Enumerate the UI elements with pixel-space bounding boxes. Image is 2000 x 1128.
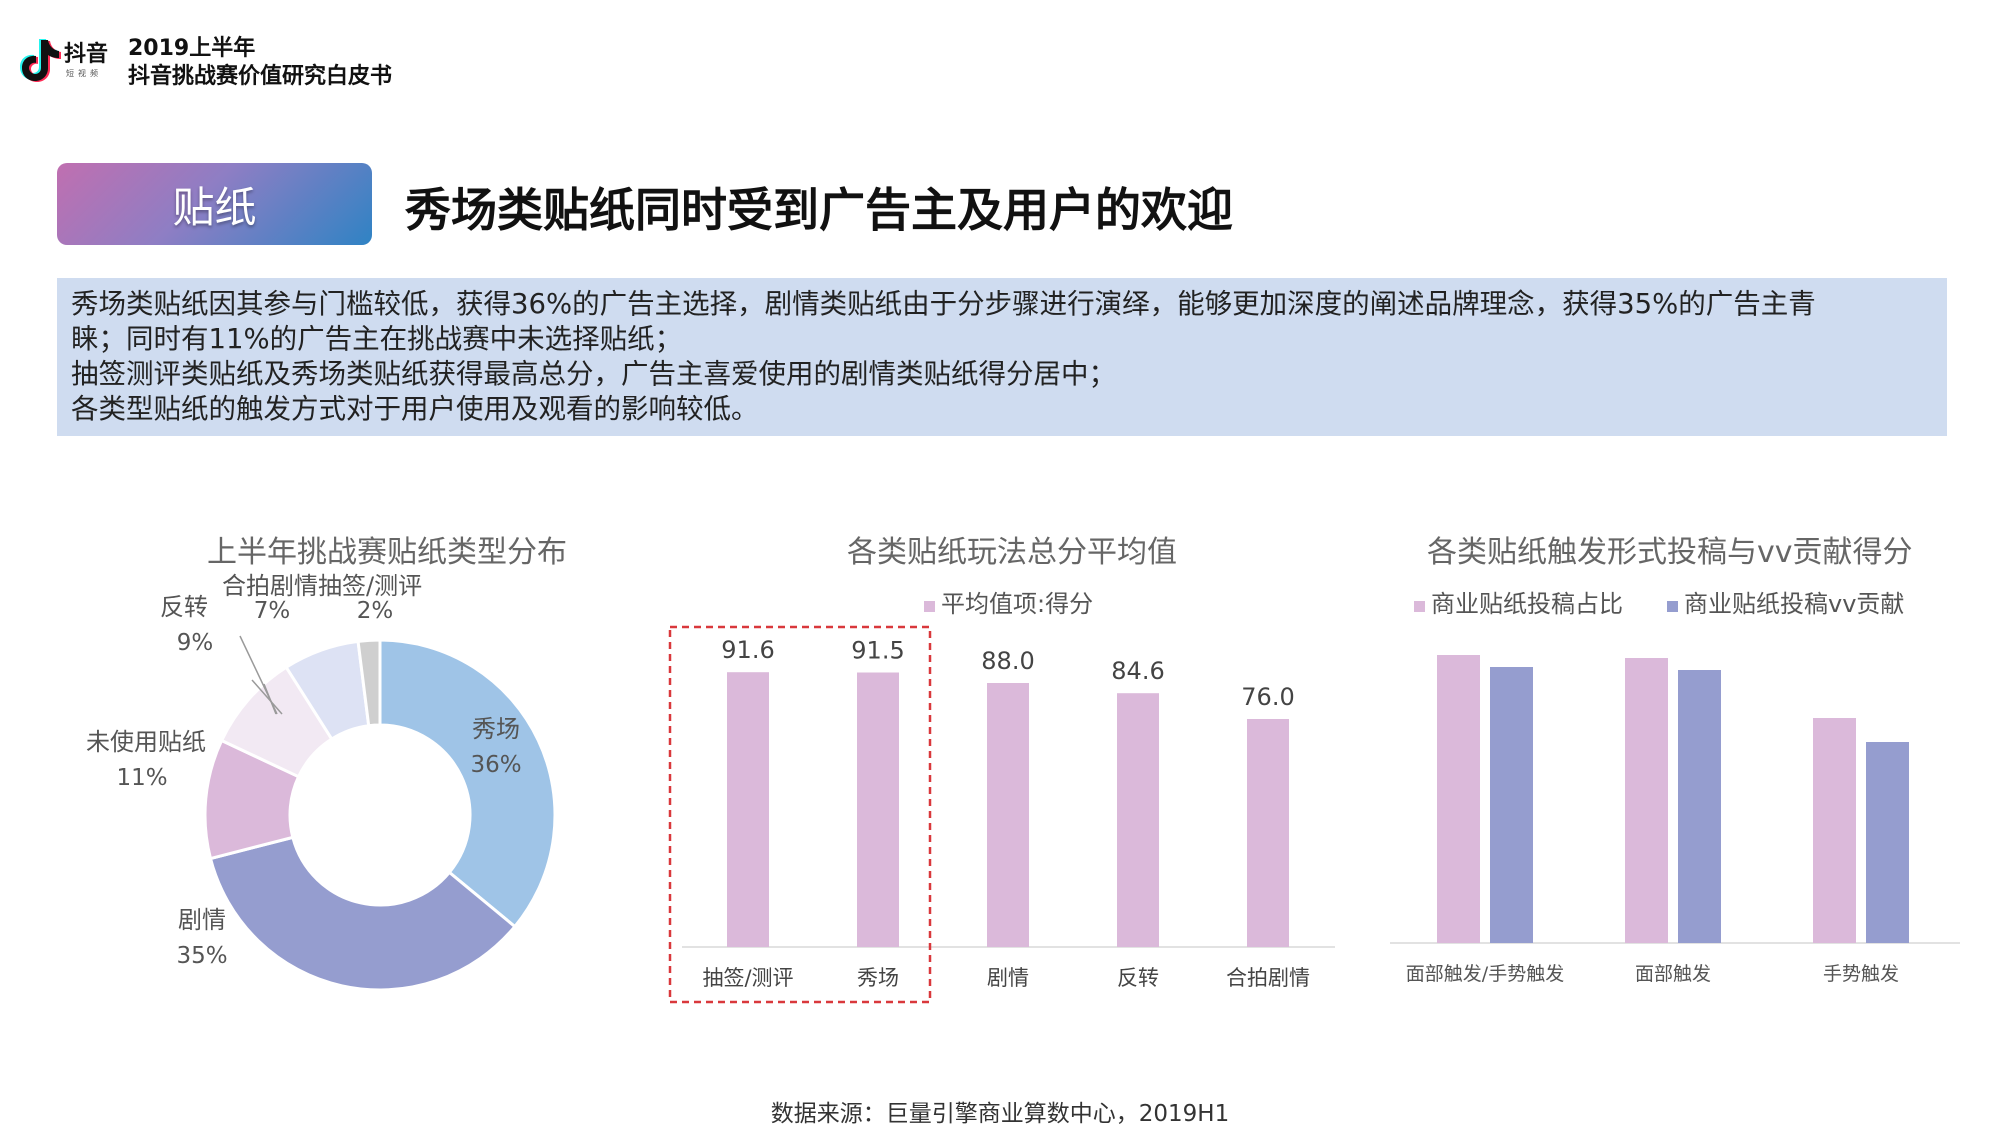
- bar-面部触发/手势触发-商业贴纸投稿占比: [1437, 655, 1480, 943]
- grouped-bar-chart-title: 各类贴纸触发形式投稿与vv贡献得分: [1427, 535, 1913, 570]
- slice-label-name: 反转: [160, 593, 208, 621]
- donut-slice-剧情: [208, 835, 517, 992]
- bar-手势触发-商业贴纸投稿vv贡献: [1866, 742, 1909, 943]
- x-tick-label: 剧情: [987, 966, 1029, 990]
- logo-text: 抖音: [64, 42, 109, 67]
- slice-label-value: 35%: [176, 943, 227, 969]
- bar-value-label: 84.6: [1111, 657, 1164, 685]
- donut-slice-抽签/测评: [356, 638, 382, 728]
- legend-entry: 商业贴纸投稿占比: [1431, 590, 1623, 618]
- summary-box: 秀场类贴纸因其参与门槛较低，获得36%的广告主选择，剧情类贴纸由于分步骤进行演绎…: [57, 278, 1947, 436]
- section-tag: 贴纸: [57, 163, 372, 245]
- bar-剧情: [987, 683, 1029, 947]
- x-tick-label: 抽签/测评: [702, 966, 793, 990]
- legend-swatch: [1667, 601, 1678, 612]
- bar-value-label: 91.6: [721, 636, 774, 664]
- bar-面部触发-商业贴纸投稿占比: [1625, 658, 1668, 943]
- summary-line: 抽签测评类贴纸及秀场类贴纸获得最高总分，广告主喜爱使用的剧情类贴纸得分居中；: [71, 358, 1116, 390]
- x-tick-label: 面部触发/手势触发: [1406, 963, 1564, 985]
- data-source: 数据来源：巨量引擎商业算数中心，2019H1: [770, 1101, 1230, 1127]
- slice-label-name: 秀场: [472, 715, 520, 743]
- slice-label-value: 36%: [470, 752, 521, 778]
- bar-反转: [1117, 693, 1159, 947]
- logo-subtext: 短视频: [66, 69, 102, 78]
- x-tick-label: 秀场: [857, 966, 899, 990]
- section-tag-label: 贴纸: [172, 182, 257, 232]
- highlight-box: [668, 625, 932, 1004]
- summary-line: 各类型贴纸的触发方式对于用户使用及观看的影响较低。: [71, 393, 759, 425]
- x-tick-label: 手势触发: [1823, 963, 1899, 985]
- x-tick-label: 反转: [1117, 966, 1159, 990]
- donut-chart: 合拍剧情抽签/测评 反转 9% 7% 2% 秀场 36% 未使用贴纸 11% 剧…: [86, 572, 557, 992]
- legend-entry: 商业贴纸投稿vv贡献: [1684, 590, 1904, 618]
- donut-top-label: 合拍剧情抽签/测评: [222, 572, 422, 600]
- report-year: 2019上半年: [128, 36, 256, 61]
- bar-chart: 平均值项:得分 91.6 抽签/测评 91.5 秀场 88.0 剧情 84.6 反转 76.0 合…: [668, 590, 1335, 1004]
- slice-label-value: 7%: [254, 598, 291, 624]
- x-tick-label: 面部触发: [1635, 963, 1711, 985]
- slice-label-name: 未使用贴纸: [86, 728, 206, 756]
- bar-合拍剧情: [1247, 719, 1289, 947]
- x-tick-label: 合拍剧情: [1226, 966, 1310, 990]
- legend-swatch: [924, 601, 935, 612]
- legend-swatch: [1414, 601, 1425, 612]
- slice-label-name: 剧情: [178, 906, 226, 934]
- legend-entry: 平均值项:得分: [941, 590, 1093, 618]
- donut-chart-title: 上半年挑战赛贴纸类型分布: [207, 535, 567, 570]
- summary-line: 秀场类贴纸因其参与门槛较低，获得36%的广告主选择，剧情类贴纸由于分步骤进行演绎…: [71, 288, 1816, 320]
- slice-label-value: 9%: [177, 630, 214, 656]
- slice-label-value: 2%: [357, 598, 394, 624]
- bar-面部触发/手势触发-商业贴纸投稿vv贡献: [1490, 667, 1533, 943]
- bar-手势触发-商业贴纸投稿占比: [1813, 718, 1856, 943]
- slice-label-value: 11%: [116, 765, 167, 791]
- leader-line: [251, 679, 283, 715]
- bar-抽签/测评: [727, 672, 769, 947]
- bar-value-label: 88.0: [981, 647, 1034, 675]
- bar-chart-title: 各类贴纸玩法总分平均值: [847, 535, 1177, 570]
- leader-line: [263, 683, 277, 715]
- bar-value-label: 91.5: [851, 637, 904, 665]
- tiktok-logo-icon: [20, 39, 61, 82]
- grouped-bar-chart: 商业贴纸投稿占比 商业贴纸投稿vv贡献 面部触发/手势触发 面部触发 手势触发: [1390, 590, 1960, 985]
- summary-line: 睐；同时有11%的广告主在挑战赛中未选择贴纸；: [71, 323, 683, 355]
- bar-秀场: [857, 672, 899, 947]
- bar-value-label: 76.0: [1241, 683, 1294, 711]
- report-name: 抖音挑战赛价值研究白皮书: [128, 64, 393, 89]
- donut-slice-秀场: [378, 638, 557, 929]
- page-title: 秀场类贴纸同时受到广告主及用户的欢迎: [405, 183, 1233, 237]
- bar-面部触发-商业贴纸投稿vv贡献: [1678, 670, 1721, 943]
